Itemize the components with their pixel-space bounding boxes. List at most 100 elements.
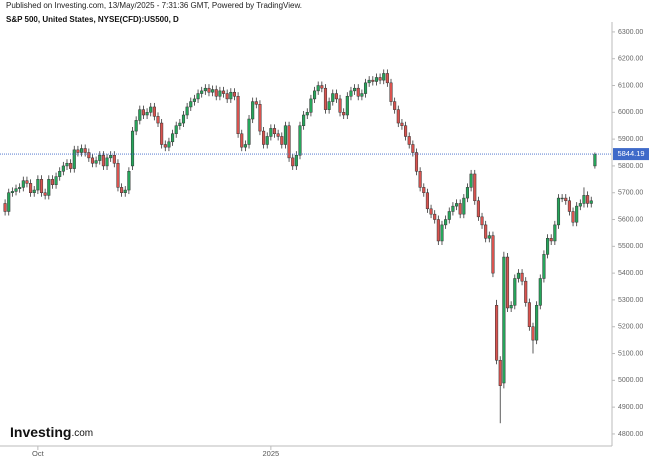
candle-body — [185, 106, 189, 116]
candle-body — [458, 203, 462, 215]
candle-body — [14, 188, 18, 192]
y-tick-label: 4800.00 — [618, 431, 643, 438]
candle-body — [36, 179, 40, 191]
candle-body — [240, 133, 244, 148]
candle-body — [513, 278, 517, 306]
candle-body — [141, 109, 145, 116]
candle-body — [538, 278, 542, 306]
candle-body — [181, 114, 186, 124]
candle-body — [313, 90, 317, 100]
candle-body — [349, 90, 353, 97]
candle-body — [116, 162, 120, 188]
candle-body — [32, 189, 36, 193]
candle-body — [476, 200, 480, 218]
candle-body — [564, 197, 568, 202]
candle-body — [276, 133, 280, 137]
candle-body — [47, 179, 51, 196]
candle-body — [433, 213, 437, 220]
candle-body — [112, 154, 116, 164]
candle-body — [505, 256, 510, 309]
candle-body — [305, 112, 309, 116]
candle-body — [425, 192, 429, 210]
candle-body — [567, 200, 571, 212]
candle-body — [498, 359, 502, 386]
y-tick-label: 5000.00 — [618, 377, 643, 384]
candle-body — [382, 73, 386, 81]
candle-body — [178, 122, 182, 126]
candle-body — [283, 125, 287, 145]
candle-body — [39, 179, 44, 193]
candle-body — [542, 254, 546, 279]
y-tick-label: 5400.00 — [618, 270, 643, 277]
candle-body — [25, 180, 29, 184]
candle-body — [61, 165, 65, 172]
candle-body — [360, 93, 364, 97]
logo: Investing.com — [10, 424, 93, 440]
candle-body — [10, 191, 14, 193]
candle-body — [76, 149, 80, 153]
candle-body — [94, 160, 98, 164]
y-tick-label: 4900.00 — [618, 404, 643, 411]
candle-body — [582, 195, 586, 204]
y-tick-label: 5700.00 — [618, 190, 643, 197]
candle-body — [374, 77, 378, 82]
candle-body — [127, 171, 131, 191]
candle-body — [451, 205, 455, 212]
candle-body — [294, 154, 298, 167]
candle-body — [83, 148, 87, 153]
candle-body — [105, 157, 109, 167]
candle-body — [287, 125, 291, 159]
candle-body — [29, 183, 33, 193]
candle-body — [363, 82, 368, 94]
candle-body — [411, 144, 415, 153]
candle-body — [502, 256, 506, 384]
candle-body — [454, 203, 459, 207]
candle-body — [327, 101, 331, 110]
candle-body — [200, 90, 204, 94]
candle-body — [120, 187, 124, 193]
candle-body — [152, 106, 156, 117]
candle-body — [72, 149, 76, 169]
candle-body — [18, 187, 22, 189]
candle-body — [553, 224, 557, 242]
candle-body — [258, 104, 262, 132]
candle-body — [334, 93, 338, 100]
candle-body — [429, 208, 433, 215]
candle-body — [123, 189, 127, 193]
y-tick-label: 5600.00 — [618, 216, 643, 223]
candle-body — [371, 79, 375, 82]
candle-body — [174, 125, 178, 135]
candle-body — [560, 197, 564, 200]
candle-body — [407, 136, 411, 145]
candle-body — [262, 130, 266, 145]
candle-body — [211, 89, 215, 93]
candle-body — [473, 173, 477, 202]
y-tick-label: 5900.00 — [618, 136, 643, 143]
candle-body — [90, 157, 95, 164]
candle-body — [196, 93, 200, 100]
candle-body — [418, 171, 422, 188]
candle-body — [50, 179, 54, 185]
candle-body — [43, 192, 47, 196]
candle-body — [156, 116, 160, 124]
last-price-label: 5844.19 — [617, 149, 644, 158]
candle-body — [480, 216, 484, 226]
y-tick-label: 6200.00 — [618, 56, 643, 63]
candle-body — [269, 128, 273, 137]
candle-body — [367, 79, 371, 84]
candle-body — [462, 197, 466, 215]
candle-body — [236, 95, 240, 135]
candle-body — [535, 305, 539, 341]
candle-body — [87, 152, 91, 159]
y-tick-label: 5300.00 — [618, 297, 643, 304]
candle-body — [546, 238, 550, 255]
candle-body — [214, 89, 218, 97]
candle-body — [320, 85, 324, 89]
candle-body — [465, 187, 470, 199]
candle-body — [469, 173, 473, 188]
candle-body — [356, 87, 360, 97]
candle-body — [280, 136, 284, 145]
candle-body — [527, 302, 531, 327]
candle-body — [272, 128, 277, 135]
candle-body — [524, 280, 528, 303]
